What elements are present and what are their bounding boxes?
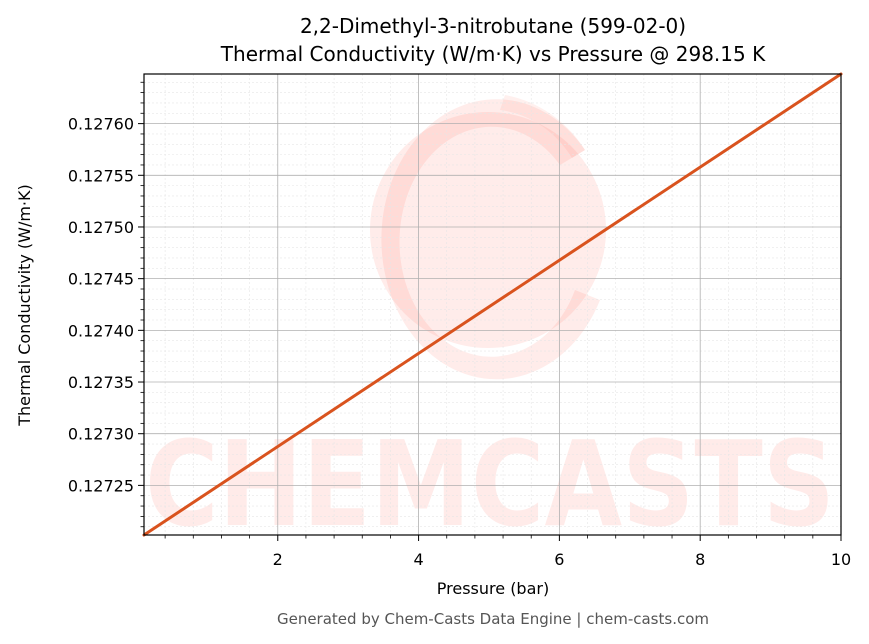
y-axis-ticks: 0.12725 0.12730 0.12735 0.12740 0.12745 0.127… [68,115,144,496]
x-tick-label: 10 [831,550,851,569]
watermark-text: CHEMCASTS [145,415,835,553]
y-tick-label: 0.12740 [68,321,134,340]
y-tick-label: 0.12760 [68,115,134,134]
x-tick-label: 6 [554,550,564,569]
x-tick-label: 4 [413,550,423,569]
x-axis-label: Pressure (bar) [437,579,549,598]
y-tick-label: 0.12755 [68,166,134,185]
chart-title-line2: Thermal Conductivity (W/m·K) vs Pressure… [220,42,766,66]
x-tick-label: 8 [695,550,705,569]
y-tick-label: 0.12735 [68,373,134,392]
y-tick-label: 0.12730 [68,425,134,444]
chemcasts-watermark: CHEMCASTS [145,95,835,553]
x-tick-label: 2 [273,550,283,569]
chart-title-line1: 2,2-Dimethyl-3-nitrobutane (599-02-0) [300,14,686,38]
y-axis-label: Thermal Conductivity (W/m·K) [15,184,34,427]
y-tick-label: 0.12725 [68,476,134,495]
footer-credit: Generated by Chem-Casts Data Engine | ch… [277,610,709,628]
y-tick-label: 0.12750 [68,218,134,237]
y-tick-label: 0.12745 [68,270,134,289]
